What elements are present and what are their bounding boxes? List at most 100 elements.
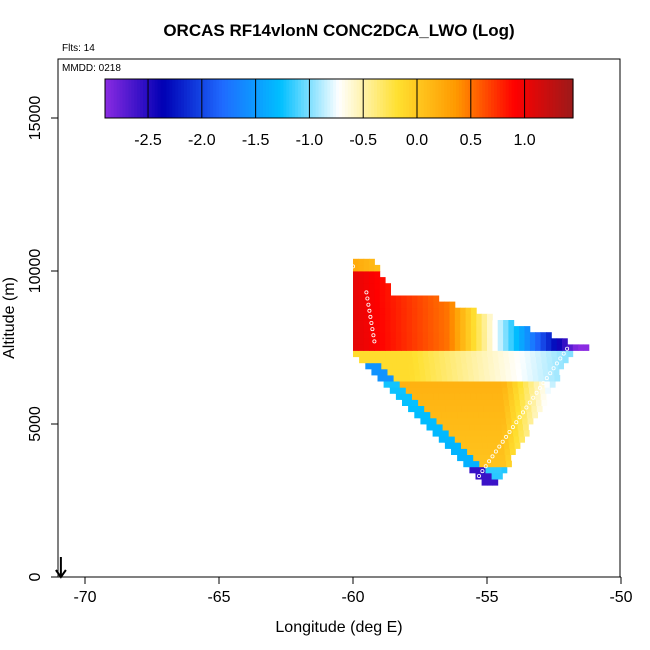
heatmap-cell <box>490 417 496 425</box>
x-axis: -70 -65 -60 -55 -50 <box>73 576 633 606</box>
heatmap-cell <box>382 368 388 376</box>
heatmap-cell <box>497 430 503 437</box>
heatmap-cell <box>433 301 440 309</box>
heatmap-cell <box>516 368 522 376</box>
heatmap-cell <box>484 417 491 425</box>
heatmap-cell <box>417 350 424 358</box>
heatmap-cell <box>429 405 436 413</box>
heatmap-cell <box>481 344 488 351</box>
heatmap-cell <box>527 375 534 382</box>
heatmap-cell <box>369 344 375 351</box>
heatmap-cell <box>395 326 402 333</box>
colorbar-segment <box>388 79 393 118</box>
track-point <box>500 439 505 444</box>
colorbar-segment <box>520 79 524 118</box>
heatmap-cell <box>358 338 365 345</box>
heatmap-cell <box>374 313 381 321</box>
heatmap-cell <box>526 405 532 413</box>
heatmap-cell <box>387 368 394 376</box>
colorbar: -2.5 -2.0 -1.5 -1.0 -0.5 0.0 0.5 1.0 <box>104 78 574 149</box>
heatmap-cell <box>353 307 359 315</box>
y-axis-label: Altitude (m) <box>1 277 18 359</box>
heatmap-cell <box>523 430 530 437</box>
heatmap-cell <box>353 338 359 345</box>
colorbar-segment <box>318 79 323 118</box>
colorbar-segment <box>222 79 226 118</box>
heatmap-cell <box>395 387 401 394</box>
colorbar-segment <box>204 79 208 118</box>
colorbar-segment <box>189 79 194 118</box>
heatmap-cell <box>459 387 466 394</box>
heatmap-cell <box>390 350 397 358</box>
heatmap-cell <box>460 332 466 339</box>
heatmap-cell <box>500 368 506 376</box>
colorbar-segment <box>233 79 238 118</box>
heatmap-cell <box>546 344 552 351</box>
heatmap-cell <box>440 362 447 370</box>
heatmap-cell <box>363 326 370 333</box>
heatmap-cell <box>422 295 429 302</box>
heatmap-cell <box>490 381 497 388</box>
heatmap-cell <box>436 417 443 425</box>
colorbar-segment <box>160 79 165 118</box>
colorbar-segment <box>309 79 314 118</box>
colorbar-segment <box>274 79 279 118</box>
heatmap-cell <box>529 387 535 394</box>
heatmap-cell <box>487 332 493 339</box>
heatmap-cell <box>428 393 434 400</box>
heatmap-cell <box>374 338 381 345</box>
heatmap-cell <box>471 399 478 406</box>
heatmap-cell <box>506 381 513 388</box>
heatmap-cell <box>459 430 466 437</box>
heatmap-cell <box>490 466 497 474</box>
heatmap-cell <box>493 362 500 370</box>
heatmap-cell <box>525 356 532 364</box>
colorbar-segment <box>409 79 413 118</box>
heatmap-cell <box>553 368 560 376</box>
heatmap-cell <box>411 387 417 394</box>
heatmap-cell <box>418 405 425 413</box>
heatmap-cell <box>504 405 511 413</box>
heatmap-cell <box>487 356 494 364</box>
heatmap-cell <box>481 320 488 327</box>
heatmap-cell <box>374 320 381 327</box>
heatmap-cell <box>470 350 477 358</box>
heatmap-cell <box>413 362 420 370</box>
heatmap-cell <box>464 381 470 388</box>
heatmap-cell <box>395 344 402 351</box>
heatmap-cell <box>458 424 465 431</box>
heatmap-cell <box>441 375 448 382</box>
heatmap-cell <box>385 301 391 309</box>
heatmap-cell <box>401 393 407 400</box>
heatmap-cell <box>481 332 488 339</box>
heatmap-cell <box>433 295 440 302</box>
heatmap-cell <box>401 295 407 302</box>
colorbar-segment <box>295 79 299 118</box>
heatmap-cell <box>449 332 456 339</box>
y-tick-label: 15000 <box>27 96 44 141</box>
heatmap-cell <box>401 313 407 321</box>
heatmap-cell <box>468 417 475 425</box>
heatmap-cell <box>540 350 547 358</box>
heatmap-cell <box>353 258 359 266</box>
heatmap-cell <box>376 362 382 370</box>
heatmap-cell <box>414 411 421 419</box>
heatmap-cell <box>562 356 569 364</box>
heatmap-cell <box>477 362 484 370</box>
heatmap-cell <box>502 430 509 437</box>
heatmap-cell <box>444 338 450 345</box>
heatmap-cell <box>484 460 491 468</box>
colorbar-segment <box>546 79 551 118</box>
heatmap-cell <box>385 332 391 339</box>
heatmap-cell <box>460 326 466 333</box>
heatmap-cell <box>465 344 472 351</box>
date-annotation: MMDD: 0218 <box>62 63 121 74</box>
heatmap-cell <box>426 381 433 388</box>
heatmap-cell <box>420 375 427 382</box>
heatmap-cell <box>379 283 386 290</box>
heatmap-cell <box>523 381 529 388</box>
colorbar-segment <box>374 79 378 118</box>
heatmap-cell <box>526 368 533 376</box>
heatmap-cell <box>529 338 536 345</box>
heatmap-cell <box>500 417 507 425</box>
